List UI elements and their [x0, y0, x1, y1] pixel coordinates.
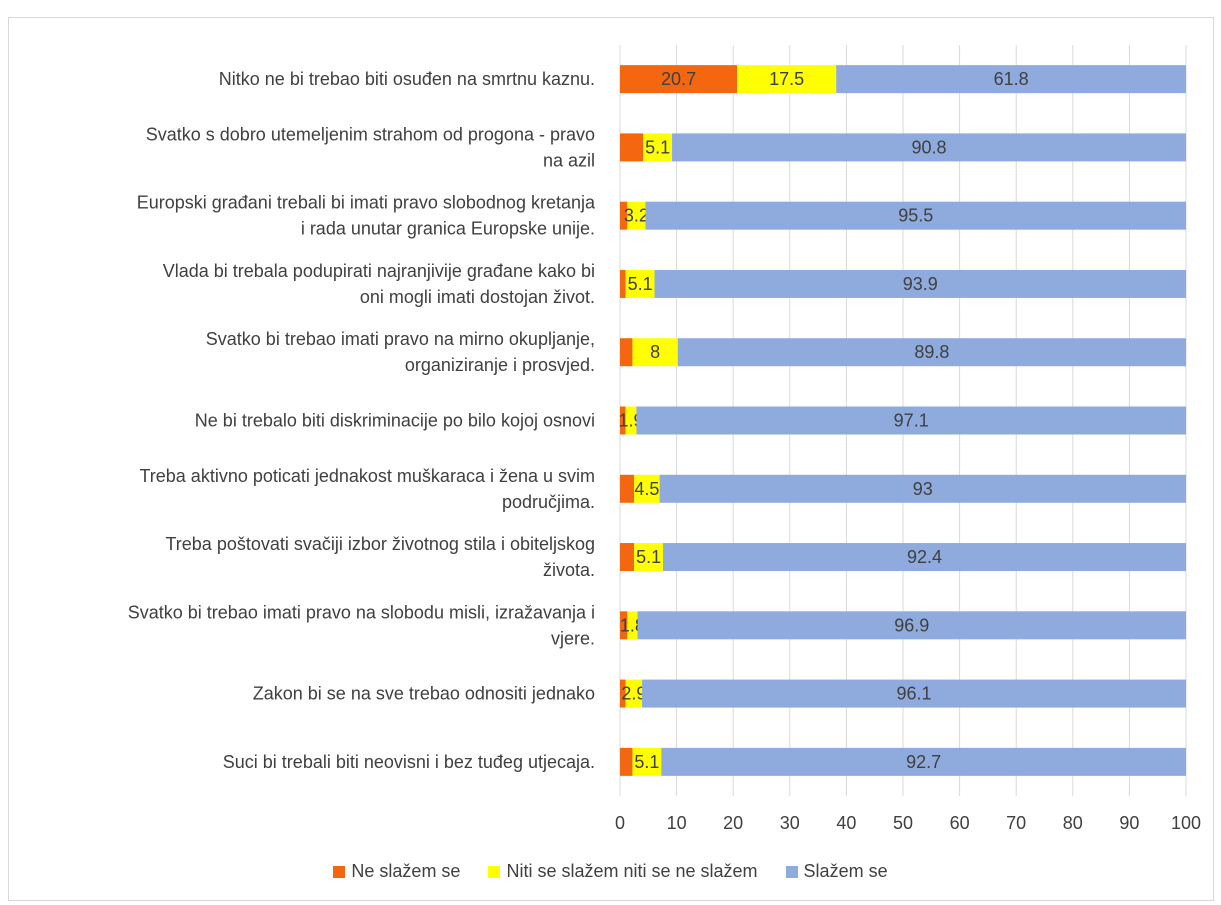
- bar-segment: [625, 269, 655, 298]
- category-label: Svatko s dobro utemeljenim strahom od pr…: [146, 124, 595, 144]
- category-label: Nitko ne bi trebao biti osuđen na smrtnu…: [219, 69, 595, 89]
- data-label: 96.9: [894, 615, 929, 635]
- x-tick-label: 50: [893, 813, 913, 833]
- bar-segment: [620, 201, 628, 230]
- category-label: oni mogli imati dostojan život.: [360, 287, 595, 307]
- x-tick-label: 70: [1006, 813, 1026, 833]
- bar-segment: [637, 611, 1186, 640]
- bar-segment: [672, 133, 1186, 162]
- legend-swatch: [488, 865, 501, 878]
- data-label: 8: [650, 342, 660, 362]
- category-label: i rada unutar granica Europske unije.: [301, 219, 595, 239]
- category-label: Ne bi trebalo biti diskriminacije po bil…: [195, 411, 595, 431]
- category-label: Europski građani trebali bi imati pravo …: [137, 193, 596, 213]
- category-label: Treba poštovati svačiji izbor životnog s…: [165, 534, 595, 554]
- data-label: 97.1: [894, 411, 929, 431]
- bar-segment: [620, 406, 626, 435]
- legend-item: Niti se slažem niti se ne slažem: [488, 861, 758, 882]
- bar-segment: [627, 611, 638, 640]
- bar-segment: [661, 747, 1186, 776]
- bar-segment: [634, 543, 664, 572]
- data-label: 89.8: [914, 342, 949, 362]
- data-label: 5.1: [628, 274, 653, 294]
- category-labels: Nitko ne bi trebao biti osuđen na smrtnu…: [128, 69, 596, 772]
- data-label: 4.5: [634, 479, 659, 499]
- legend-label: Slažem se: [803, 861, 888, 881]
- data-label: 20.7: [661, 69, 696, 89]
- bar-segment: [632, 747, 662, 776]
- data-label: 2.9: [621, 684, 646, 704]
- category-label: na azil: [543, 150, 595, 170]
- category-label: života.: [543, 560, 595, 580]
- bar-segment: [620, 747, 633, 776]
- bar-segment: [654, 269, 1186, 298]
- data-label: 90.8: [912, 137, 947, 157]
- bar-segment: [636, 406, 1186, 435]
- bar-segment: [627, 201, 646, 230]
- x-tick-label: 60: [950, 813, 970, 833]
- data-label: 92.7: [906, 752, 941, 772]
- legend-swatch: [785, 865, 798, 878]
- category-label: Suci bi trebali biti neovisni i bez tuđe…: [223, 752, 595, 772]
- category-label: područjima.: [502, 492, 595, 512]
- data-label: 5.1: [645, 137, 670, 157]
- bar-segment: [620, 543, 635, 572]
- category-label: vjere.: [551, 628, 595, 648]
- legend-item: Ne slažem se: [333, 861, 460, 882]
- data-label: 3.2: [624, 206, 649, 226]
- bar-segment: [620, 65, 738, 94]
- bar-segment: [645, 201, 1186, 230]
- legend-item: Slažem se: [785, 861, 888, 882]
- x-axis-ticks: 0 10 20 30 40 50 60 70 80 90 100: [615, 813, 1201, 833]
- bar-segment: [620, 338, 633, 367]
- data-label: 5.1: [636, 547, 661, 567]
- legend-swatch: [333, 865, 346, 878]
- category-label: Treba aktivno poticati jednakost muškara…: [139, 466, 595, 486]
- category-label: Svatko bi trebao imati pravo na slobodu …: [128, 602, 595, 622]
- data-label: 96.1: [897, 684, 932, 704]
- bar-segment: [677, 338, 1186, 367]
- x-tick-label: 20: [723, 813, 743, 833]
- bar-segment: [625, 406, 637, 435]
- bar-segment: [620, 474, 635, 503]
- x-tick-label: 0: [615, 813, 625, 833]
- data-label: 17.5: [769, 69, 804, 89]
- bar-segment: [737, 65, 837, 94]
- data-label: 92.4: [907, 547, 942, 567]
- bar-segment: [643, 133, 673, 162]
- x-tick-label: 90: [1119, 813, 1139, 833]
- bar-segment: [836, 65, 1186, 94]
- bar-segment: [642, 679, 1186, 708]
- bar-segment: [620, 269, 626, 298]
- data-label: 93.9: [903, 274, 938, 294]
- bar-segment: [634, 474, 660, 503]
- bars: 20.7 17.5 61.85.1 90.83.2 95.55.1 93.98 89.81.…: [619, 65, 1186, 776]
- x-tick-label: 100: [1171, 813, 1201, 833]
- x-tick-label: 10: [667, 813, 687, 833]
- bar-segment: [632, 338, 678, 367]
- x-tick-label: 40: [836, 813, 856, 833]
- category-label: organiziranje i prosvjed.: [405, 355, 595, 375]
- bar-segment: [663, 543, 1186, 572]
- category-label: Zakon bi se na sve trebao odnositi jedna…: [253, 684, 595, 704]
- x-tick-label: 30: [780, 813, 800, 833]
- category-label: Vlada bi trebala podupirati najranjivije…: [163, 261, 595, 281]
- legend: Ne slažem se Niti se slažem niti se ne sl…: [0, 861, 1221, 882]
- legend-label: Niti se slažem niti se ne slažem: [506, 861, 758, 881]
- bar-segment: [625, 679, 643, 708]
- data-label: 5.1: [634, 752, 659, 772]
- bar-segment: [620, 679, 626, 708]
- bar-segment: [620, 133, 644, 162]
- data-label: 95.5: [898, 206, 933, 226]
- legend-label: Ne slažem se: [351, 861, 461, 881]
- x-tick-label: 80: [1063, 813, 1083, 833]
- category-label: Svatko bi trebao imati pravo na mirno ok…: [206, 329, 595, 349]
- data-label: 61.8: [994, 69, 1029, 89]
- bar-segment: [620, 611, 628, 640]
- data-label: 93: [913, 479, 933, 499]
- bar-segment: [659, 474, 1186, 503]
